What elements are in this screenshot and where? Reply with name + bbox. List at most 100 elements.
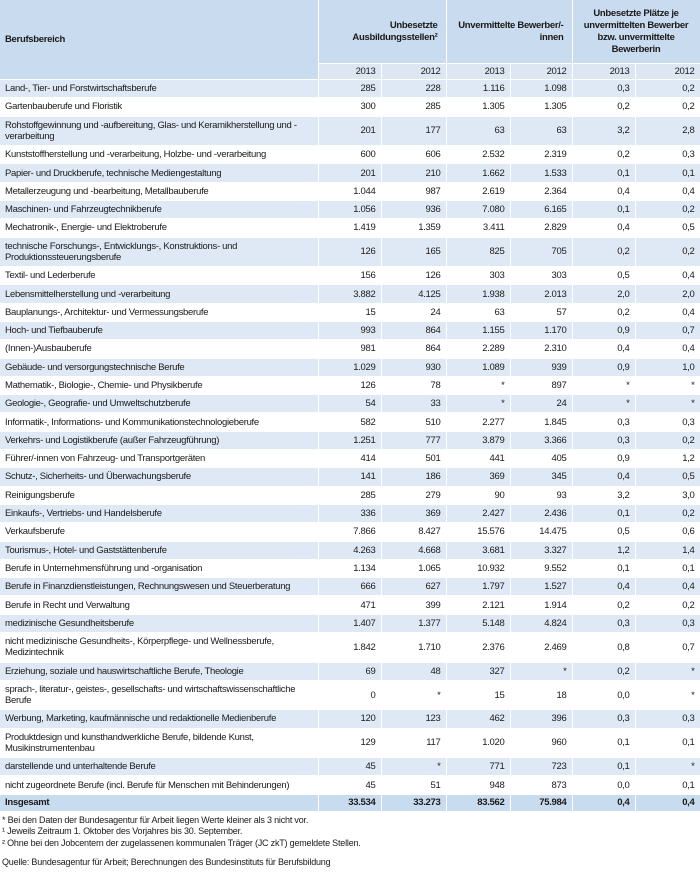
cell-value: 1.029 bbox=[318, 358, 382, 377]
cell-value: 14.475 bbox=[510, 522, 573, 542]
cell-value: 285 bbox=[318, 486, 382, 505]
cell-value: 3.366 bbox=[510, 431, 573, 451]
cell-value: 141 bbox=[318, 467, 382, 487]
cell-value: 228 bbox=[381, 79, 447, 99]
cell-value: 126 bbox=[318, 237, 382, 268]
footnote: ² Ohne bei den Jobcentern der zugelassen… bbox=[2, 837, 361, 848]
cell-value: 83.562 bbox=[446, 794, 511, 812]
cell-value: 3.882 bbox=[318, 284, 382, 304]
row-label: Lebensmittelherstellung und -verarbeitun… bbox=[0, 284, 319, 304]
year-header: 2013 bbox=[446, 63, 511, 80]
cell-value: 0,1 bbox=[635, 559, 700, 579]
cell-value: 1.134 bbox=[318, 559, 382, 579]
table-row: Führer/-innen von Fahrzeug- und Transpor… bbox=[0, 449, 700, 469]
cell-value: 1.533 bbox=[510, 163, 573, 183]
cell-value: 2.319 bbox=[510, 145, 573, 165]
cell-value: 1.251 bbox=[318, 431, 382, 451]
cell-value: 2,8 bbox=[635, 116, 700, 147]
table-row: Erziehung, soziale und hauswirtschaftlic… bbox=[0, 662, 700, 681]
cell-value: 54 bbox=[318, 394, 382, 414]
cell-value: * bbox=[635, 757, 700, 777]
cell-value: 15 bbox=[318, 303, 382, 322]
cell-value: 1.938 bbox=[446, 284, 511, 304]
row-label: Gebäude- und versorgungstechnische Beruf… bbox=[0, 358, 319, 377]
cell-value: 177 bbox=[381, 116, 447, 147]
cell-value: 897 bbox=[510, 376, 573, 396]
cell-value: 0,4 bbox=[635, 577, 700, 597]
row-label: Führer/-innen von Fahrzeug- und Transpor… bbox=[0, 449, 319, 469]
cell-value: 4.125 bbox=[381, 284, 447, 304]
cell-value: 462 bbox=[446, 709, 511, 729]
cell-value: 396 bbox=[510, 709, 573, 729]
row-label: Berufe in Recht und Verwaltung bbox=[0, 595, 319, 615]
cell-value: 6.165 bbox=[510, 200, 573, 220]
table-row: Gebäude- und versorgungstechnische Beruf… bbox=[0, 358, 700, 377]
year-header: 2012 bbox=[510, 63, 573, 80]
table-row: Hoch- und Tiefbauberufe 993 864 1.155 1.170 0… bbox=[0, 321, 700, 341]
cell-value: 0,3 bbox=[572, 412, 636, 432]
cell-value: 3,0 bbox=[635, 486, 700, 505]
group-header: Unbesetzte Ausbildungsstellen² bbox=[318, 0, 447, 64]
cell-value: 24 bbox=[510, 394, 573, 414]
row-label: Maschinen- und Fahrzeugtechnikberufe bbox=[0, 200, 319, 220]
total-row: Insgesamt 33.534 33.273 83.562 75.984 0,4 0,4 bbox=[0, 794, 700, 812]
cell-value: 1.020 bbox=[446, 728, 511, 759]
row-label: Verkehrs- und Logistikberufe (außer Fahr… bbox=[0, 431, 319, 451]
cell-value: 0,4 bbox=[572, 794, 636, 812]
row-label: Bauplanungs-, Architektur- und Vermessun… bbox=[0, 303, 319, 322]
cell-value: 0,5 bbox=[572, 522, 636, 542]
cell-value: 0,1 bbox=[635, 728, 700, 759]
cell-value: 201 bbox=[318, 163, 382, 183]
row-label: Berufe in Finanzdienstleistungen, Rechnu… bbox=[0, 577, 319, 597]
table-row: Kunststoffherstellung und -verarbeitung,… bbox=[0, 145, 700, 165]
cell-value: 777 bbox=[381, 431, 447, 451]
row-label: technische Forschungs-, Entwicklungs-, K… bbox=[0, 237, 319, 268]
cell-value: * bbox=[446, 394, 511, 414]
cell-value: 15.576 bbox=[446, 522, 511, 542]
cell-value: * bbox=[635, 394, 700, 414]
year-header: 2012 bbox=[381, 63, 447, 80]
cell-value: 2,0 bbox=[635, 284, 700, 304]
table-row: Informatik-, Informations- und Kommunika… bbox=[0, 412, 700, 432]
cell-value: 369 bbox=[381, 504, 447, 524]
cell-value: 582 bbox=[318, 412, 382, 432]
cell-value: 0,9 bbox=[572, 449, 636, 469]
cell-value: 0,5 bbox=[635, 218, 700, 238]
cell-value: 1.359 bbox=[381, 218, 447, 238]
cell-value: 0,5 bbox=[572, 266, 636, 286]
row-label: sprach-, literatur-, geistes-, gesellsch… bbox=[0, 680, 319, 711]
cell-value: 1,2 bbox=[635, 449, 700, 469]
row-label: nicht medizinische Gesundheits-, Körperp… bbox=[0, 632, 319, 663]
cell-value: 0,3 bbox=[572, 79, 636, 99]
cell-value: 1.845 bbox=[510, 412, 573, 432]
table-row: medizinische Gesundheitsberufe 1.407 1.377… bbox=[0, 614, 700, 634]
cell-value: 7.866 bbox=[318, 522, 382, 542]
cell-value: 864 bbox=[381, 321, 447, 341]
cell-value: 7.080 bbox=[446, 200, 511, 220]
cell-value: 2.829 bbox=[510, 218, 573, 238]
cell-value: 4.668 bbox=[381, 541, 447, 560]
cell-value: 0,1 bbox=[572, 728, 636, 759]
table-row: Mechatronik-, Energie- und Elektroberufe… bbox=[0, 218, 700, 238]
cell-value: 1.797 bbox=[446, 577, 511, 597]
cell-value: 600 bbox=[318, 145, 382, 165]
cell-value: 1.710 bbox=[381, 632, 447, 663]
table-row: Tourismus-, Hotel- und Gaststättenberufe… bbox=[0, 541, 700, 560]
cell-value: 4.263 bbox=[318, 541, 382, 560]
cell-value: * bbox=[381, 757, 447, 777]
cell-value: 0,2 bbox=[572, 662, 636, 681]
cell-value: 126 bbox=[381, 266, 447, 286]
cell-value: * bbox=[381, 680, 447, 711]
cell-value: 873 bbox=[510, 775, 573, 795]
cell-value: 2.277 bbox=[446, 412, 511, 432]
cell-value: 0,6 bbox=[635, 522, 700, 542]
cell-value: 1.527 bbox=[510, 577, 573, 597]
table-row: Papier- und Druckberufe, technische Medi… bbox=[0, 163, 700, 183]
row-label: Erziehung, soziale und hauswirtschaftlic… bbox=[0, 662, 319, 681]
cell-value: 0,1 bbox=[572, 757, 636, 777]
cell-value: 939 bbox=[510, 358, 573, 377]
cell-value: 0,3 bbox=[635, 145, 700, 165]
cell-value: 825 bbox=[446, 237, 511, 268]
cell-value: 0,4 bbox=[635, 266, 700, 286]
